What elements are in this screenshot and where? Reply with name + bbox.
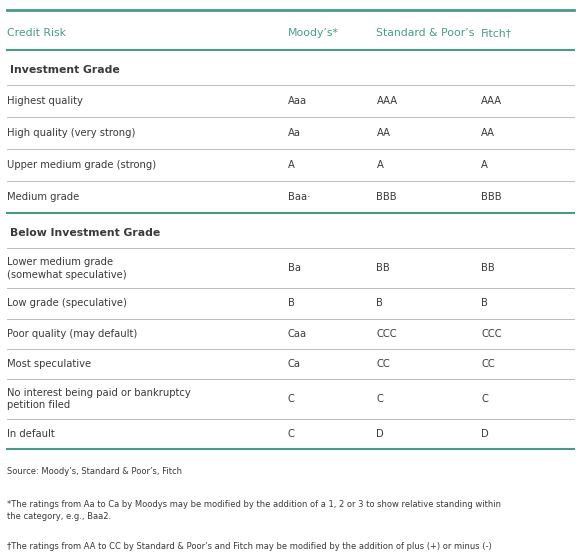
Text: CCC: CCC [481, 328, 501, 339]
Text: B: B [376, 298, 383, 309]
Text: BBB: BBB [376, 192, 397, 202]
Text: C: C [481, 394, 488, 404]
Text: A: A [481, 160, 488, 170]
Text: BB: BB [481, 263, 495, 273]
Text: Ba: Ba [288, 263, 300, 273]
Text: Standard & Poor’s: Standard & Poor’s [376, 28, 475, 38]
Text: *The ratings from Aa to Ca by Moodys may be modified by the addition of a 1, 2 o: *The ratings from Aa to Ca by Moodys may… [7, 500, 501, 521]
Text: CCC: CCC [376, 328, 397, 339]
Text: CC: CC [376, 359, 390, 369]
Text: High quality (very strong): High quality (very strong) [7, 128, 135, 138]
Text: Baa·: Baa· [288, 192, 310, 202]
Text: C: C [288, 394, 295, 404]
Text: Most speculative: Most speculative [7, 359, 91, 369]
Text: Lower medium grade
(somewhat speculative): Lower medium grade (somewhat speculative… [7, 257, 127, 280]
Text: CC: CC [481, 359, 495, 369]
Text: AA: AA [481, 128, 495, 138]
Text: Aaa: Aaa [288, 96, 307, 106]
Text: BBB: BBB [481, 192, 501, 202]
Text: AAA: AAA [376, 96, 397, 106]
Text: D: D [376, 429, 384, 439]
Text: Poor quality (may default): Poor quality (may default) [7, 328, 137, 339]
Text: Ca: Ca [288, 359, 300, 369]
Text: A: A [288, 160, 295, 170]
Text: A: A [376, 160, 383, 170]
Text: Highest quality: Highest quality [7, 96, 83, 106]
Text: Upper medium grade (strong): Upper medium grade (strong) [7, 160, 156, 170]
Text: Below Investment Grade: Below Investment Grade [10, 228, 160, 238]
Text: AA: AA [376, 128, 390, 138]
Text: Caa: Caa [288, 328, 307, 339]
Text: †The ratings from AA to CC by Standard & Poor’s and Fitch may be modified by the: †The ratings from AA to CC by Standard &… [7, 542, 492, 552]
Text: C: C [288, 429, 295, 439]
Text: BB: BB [376, 263, 390, 273]
Text: C: C [376, 394, 383, 404]
Text: Moody’s*: Moody’s* [288, 28, 339, 38]
Text: B: B [481, 298, 488, 309]
Text: AAA: AAA [481, 96, 502, 106]
Text: Investment Grade: Investment Grade [10, 65, 120, 75]
Text: Aa: Aa [288, 128, 300, 138]
Text: In default: In default [7, 429, 55, 439]
Text: Credit Risk: Credit Risk [7, 28, 66, 38]
Text: Fitch†: Fitch† [481, 28, 512, 38]
Text: B: B [288, 298, 295, 309]
Text: No interest being paid or bankruptcy
petition filed: No interest being paid or bankruptcy pet… [7, 388, 191, 411]
Text: Low grade (speculative): Low grade (speculative) [7, 298, 127, 309]
Text: Medium grade: Medium grade [7, 192, 79, 202]
Text: D: D [481, 429, 489, 439]
Text: Source: Moody’s, Standard & Poor’s, Fitch: Source: Moody’s, Standard & Poor’s, Fitc… [7, 467, 182, 476]
